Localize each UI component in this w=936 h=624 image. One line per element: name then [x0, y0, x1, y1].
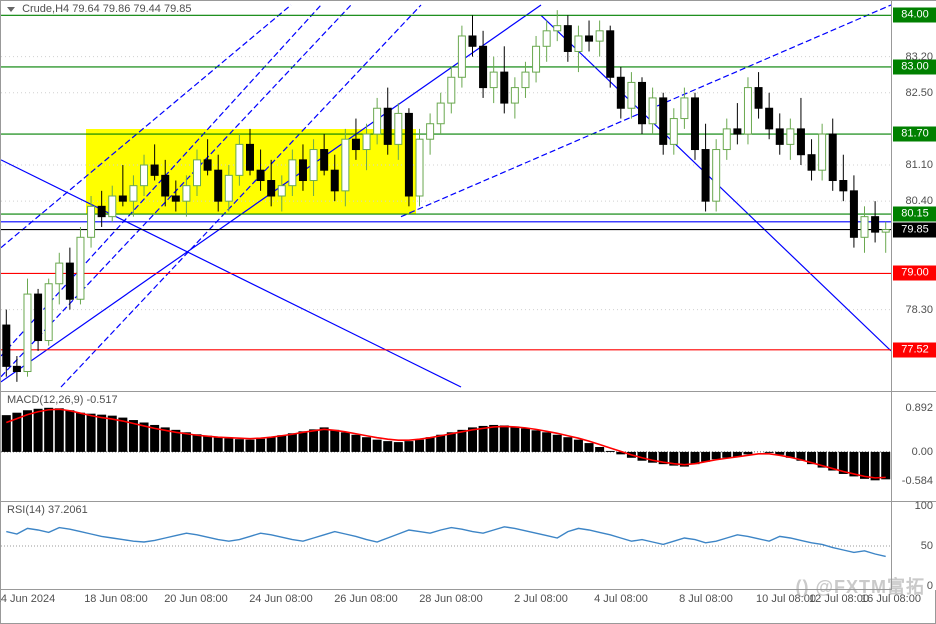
main-price-panel[interactable]: Crude,H4 79.64 79.86 79.44 79.85 84.00 83…	[1, 1, 936, 391]
x-tick-label: 8 Jul 08:00	[679, 593, 733, 605]
chevron-down-icon[interactable]	[7, 7, 15, 12]
macd-title: MACD(12,26,9) -0.517	[7, 394, 118, 406]
y-tick-label: -0.584	[902, 475, 933, 487]
macd-svg	[1, 392, 891, 502]
macd-y-axis: 0.892 0.00 -0.584	[891, 392, 936, 501]
x-axis: 14 Jun 2024 18 Jun 08:00 20 Jun 08:00 24 Ju…	[1, 589, 891, 607]
x-tick-label: 26 Jun 08:00	[334, 593, 398, 605]
y-tick-label: 100	[915, 500, 933, 512]
price-tag: 79.00	[893, 266, 936, 281]
main-y-axis: 84.0083.0081.7080.1579.8579.0077.5278.30…	[891, 1, 936, 391]
rsi-title: RSI(14) 37.2061	[7, 504, 88, 516]
price-tag: 84.00	[893, 8, 936, 23]
y-tick-label: 0	[927, 580, 933, 592]
x-tick-label: 4 Jul 08:00	[594, 593, 648, 605]
watermark: () @FXTM富拓	[795, 573, 925, 599]
macd-panel[interactable]: MACD(12,26,9) -0.517 0.892 0.00 -0.584	[1, 391, 936, 501]
y-tick-label: 81.10	[905, 159, 933, 171]
y-tick-label: 78.30	[905, 304, 933, 316]
chart-container: Crude,H4 79.64 79.86 79.44 79.85 84.00 83…	[0, 0, 936, 624]
price-tag: 81.70	[893, 127, 936, 142]
x-tick-label: 24 Jun 08:00	[249, 593, 313, 605]
y-tick-label: 83.20	[905, 51, 933, 63]
x-tick-label: 2 Jul 08:00	[514, 593, 568, 605]
x-tick-label: 14 Jun 2024	[0, 593, 55, 605]
price-tag: 79.85	[893, 222, 936, 237]
x-tick-label: 18 Jun 08:00	[84, 593, 148, 605]
x-tick-label: 20 Jun 08:00	[164, 593, 228, 605]
y-tick-label: 50	[921, 540, 933, 552]
price-tag: 77.52	[893, 342, 936, 357]
rsi-svg	[1, 502, 891, 590]
instrument-title: Crude,H4 79.64 79.86 79.44 79.85	[7, 3, 191, 15]
price-tag: 80.15	[893, 207, 936, 222]
y-tick-label: 0.892	[905, 402, 933, 414]
x-tick-label: 28 Jun 08:00	[419, 593, 483, 605]
y-tick-label: 82.50	[905, 87, 933, 99]
y-tick-label: 80.40	[905, 195, 933, 207]
y-tick-label: 0.00	[912, 446, 933, 458]
main-svg	[1, 1, 891, 391]
title-text: Crude,H4 79.64 79.86 79.44 79.85	[22, 3, 191, 15]
